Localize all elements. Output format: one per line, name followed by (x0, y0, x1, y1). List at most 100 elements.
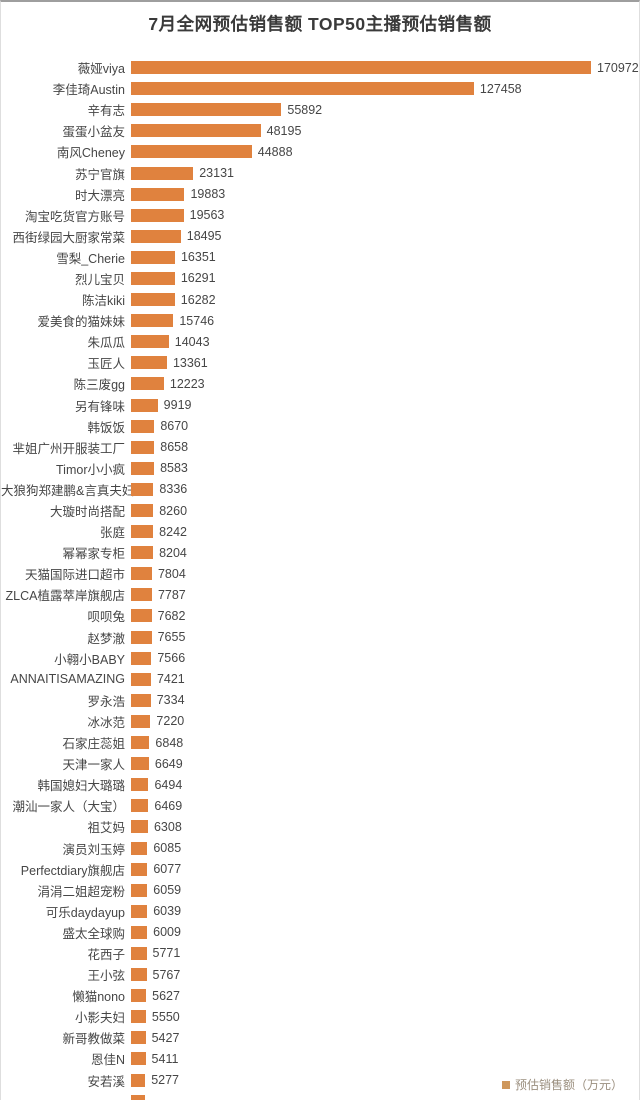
bar (131, 461, 155, 475)
bar-row: 小翱小BABY 7566 (1, 648, 639, 669)
value-label: 16351 (180, 250, 216, 265)
bar (131, 525, 154, 539)
category-label: 盛太全球购 (62, 926, 125, 941)
category-label: 石家庄蕊姐 (62, 737, 125, 752)
value-label: 7655 (157, 630, 186, 645)
value-label: 6469 (154, 798, 183, 813)
category-label: 冰冰范 (87, 715, 125, 730)
value-label: 16291 (180, 271, 216, 286)
bar (131, 504, 154, 518)
bar-row: 苏宁官旗 23131 (1, 162, 639, 183)
bar (131, 946, 147, 960)
category-label: 陈洁kiki (81, 294, 125, 309)
category-label: 天津一家人 (62, 758, 125, 773)
value-label: 5771 (152, 946, 181, 961)
bar (131, 482, 154, 496)
bar (131, 229, 181, 243)
value-label: 44888 (257, 144, 293, 159)
category-label: 李佳琦Austin (52, 83, 125, 98)
value-label: 7682 (157, 608, 186, 623)
category-label: 大璇时尚搭配 (49, 505, 125, 520)
bar (131, 1052, 146, 1066)
category-label: 新哥教做菜 (62, 1032, 125, 1047)
bar (131, 145, 252, 159)
value-label: 8658 (160, 440, 189, 455)
value-label: 5627 (152, 988, 180, 1003)
bar-row (1, 1091, 639, 1100)
category-label: 时大漂亮 (74, 188, 125, 203)
bar-row: 安若溪 5277 (1, 1070, 639, 1091)
bar (131, 250, 175, 264)
value-label: 23131 (199, 166, 234, 181)
value-label: 7804 (157, 566, 186, 581)
bar (131, 968, 147, 982)
bar (131, 989, 147, 1003)
category-label: 蛋蛋小盆友 (62, 125, 125, 140)
bar-row: 幂幂家专柜 8204 (1, 542, 639, 563)
bar (131, 187, 185, 201)
category-label: 大狼狗郑建鹏&言真夫妇 (1, 483, 135, 498)
bar (131, 314, 174, 328)
bar (131, 820, 148, 834)
bar (131, 841, 148, 855)
bar-row: 大璇时尚搭配 8260 (1, 500, 639, 521)
bar-row: 薇娅viya 170972 (1, 57, 639, 78)
bar-row: 韩饭饭 8670 (1, 416, 639, 437)
legend-swatch-icon (501, 1080, 510, 1089)
value-label: 6077 (153, 862, 182, 877)
category-label: 花西子 (87, 947, 125, 962)
value-label: 6494 (154, 777, 183, 792)
value-label: 127458 (479, 81, 522, 96)
category-label: 王小弦 (87, 969, 125, 984)
bar (131, 398, 158, 412)
bar-chart: 薇娅viya 170972 李佳琦Austin 127458 辛有志 55892 蛋蛋小盆友… (1, 57, 639, 1100)
bar (131, 1073, 146, 1087)
value-label: 9919 (163, 398, 192, 413)
bar-row: 冰冰范 7220 (1, 711, 639, 732)
value-label: 55892 (287, 102, 323, 117)
value-label: 6848 (155, 735, 184, 750)
category-label: 韩饭饭 (87, 420, 125, 435)
value-label: 8583 (160, 461, 188, 476)
category-label: 陈三废gg (73, 378, 125, 393)
bar (131, 904, 148, 918)
bar-row: 涓涓二姐超宠粉 6059 (1, 880, 639, 901)
category-label: 薇娅viya (77, 62, 125, 77)
bar-row: 大狼狗郑建鹏&言真夫妇 8336 (1, 479, 639, 500)
bar (131, 377, 164, 391)
category-label: 张庭 (99, 526, 125, 541)
bar (131, 567, 152, 581)
value-label: 12223 (169, 376, 205, 391)
value-label: 18495 (186, 229, 222, 244)
category-label: 雪梨_Cherie (56, 251, 125, 266)
category-label: 赵梦澈 (87, 631, 125, 646)
chart-title: 7月全网预估销售额 TOP50主播预估销售额 (148, 14, 492, 34)
bar-row: 张庭 8242 (1, 521, 639, 542)
bar (131, 883, 148, 897)
category-label: 南风Cheney (56, 146, 125, 161)
bar (131, 862, 148, 876)
value-label: 8242 (159, 524, 187, 539)
bar-row: Timor小小疯 8583 (1, 458, 639, 479)
bar (131, 925, 148, 939)
bar-row: 陈洁kiki 16282 (1, 289, 639, 310)
bar-row: 西街绿园大厨家常菜 18495 (1, 226, 639, 247)
bar (131, 166, 194, 180)
value-label: 5550 (151, 1009, 180, 1024)
value-label: 5427 (151, 1030, 180, 1045)
bar (131, 778, 149, 792)
bar (131, 271, 175, 285)
bar (131, 335, 169, 349)
value-label: 48195 (266, 123, 302, 138)
category-label: 辛有志 (87, 104, 125, 119)
value-label: 6649 (154, 756, 183, 771)
category-label: 韩国媳妇大璐璐 (37, 779, 125, 794)
value-label: 19563 (189, 208, 225, 223)
value-label: 6009 (153, 925, 181, 940)
bar-row: 天猫国际进口超市 7804 (1, 563, 639, 584)
category-label: 芈姐广州开服装工厂 (12, 441, 125, 456)
bar (131, 651, 152, 665)
bar-row: 陈三废gg 12223 (1, 373, 639, 394)
category-label: 天猫国际进口超市 (24, 568, 125, 583)
category-label: 苏宁官旗 (74, 167, 125, 182)
